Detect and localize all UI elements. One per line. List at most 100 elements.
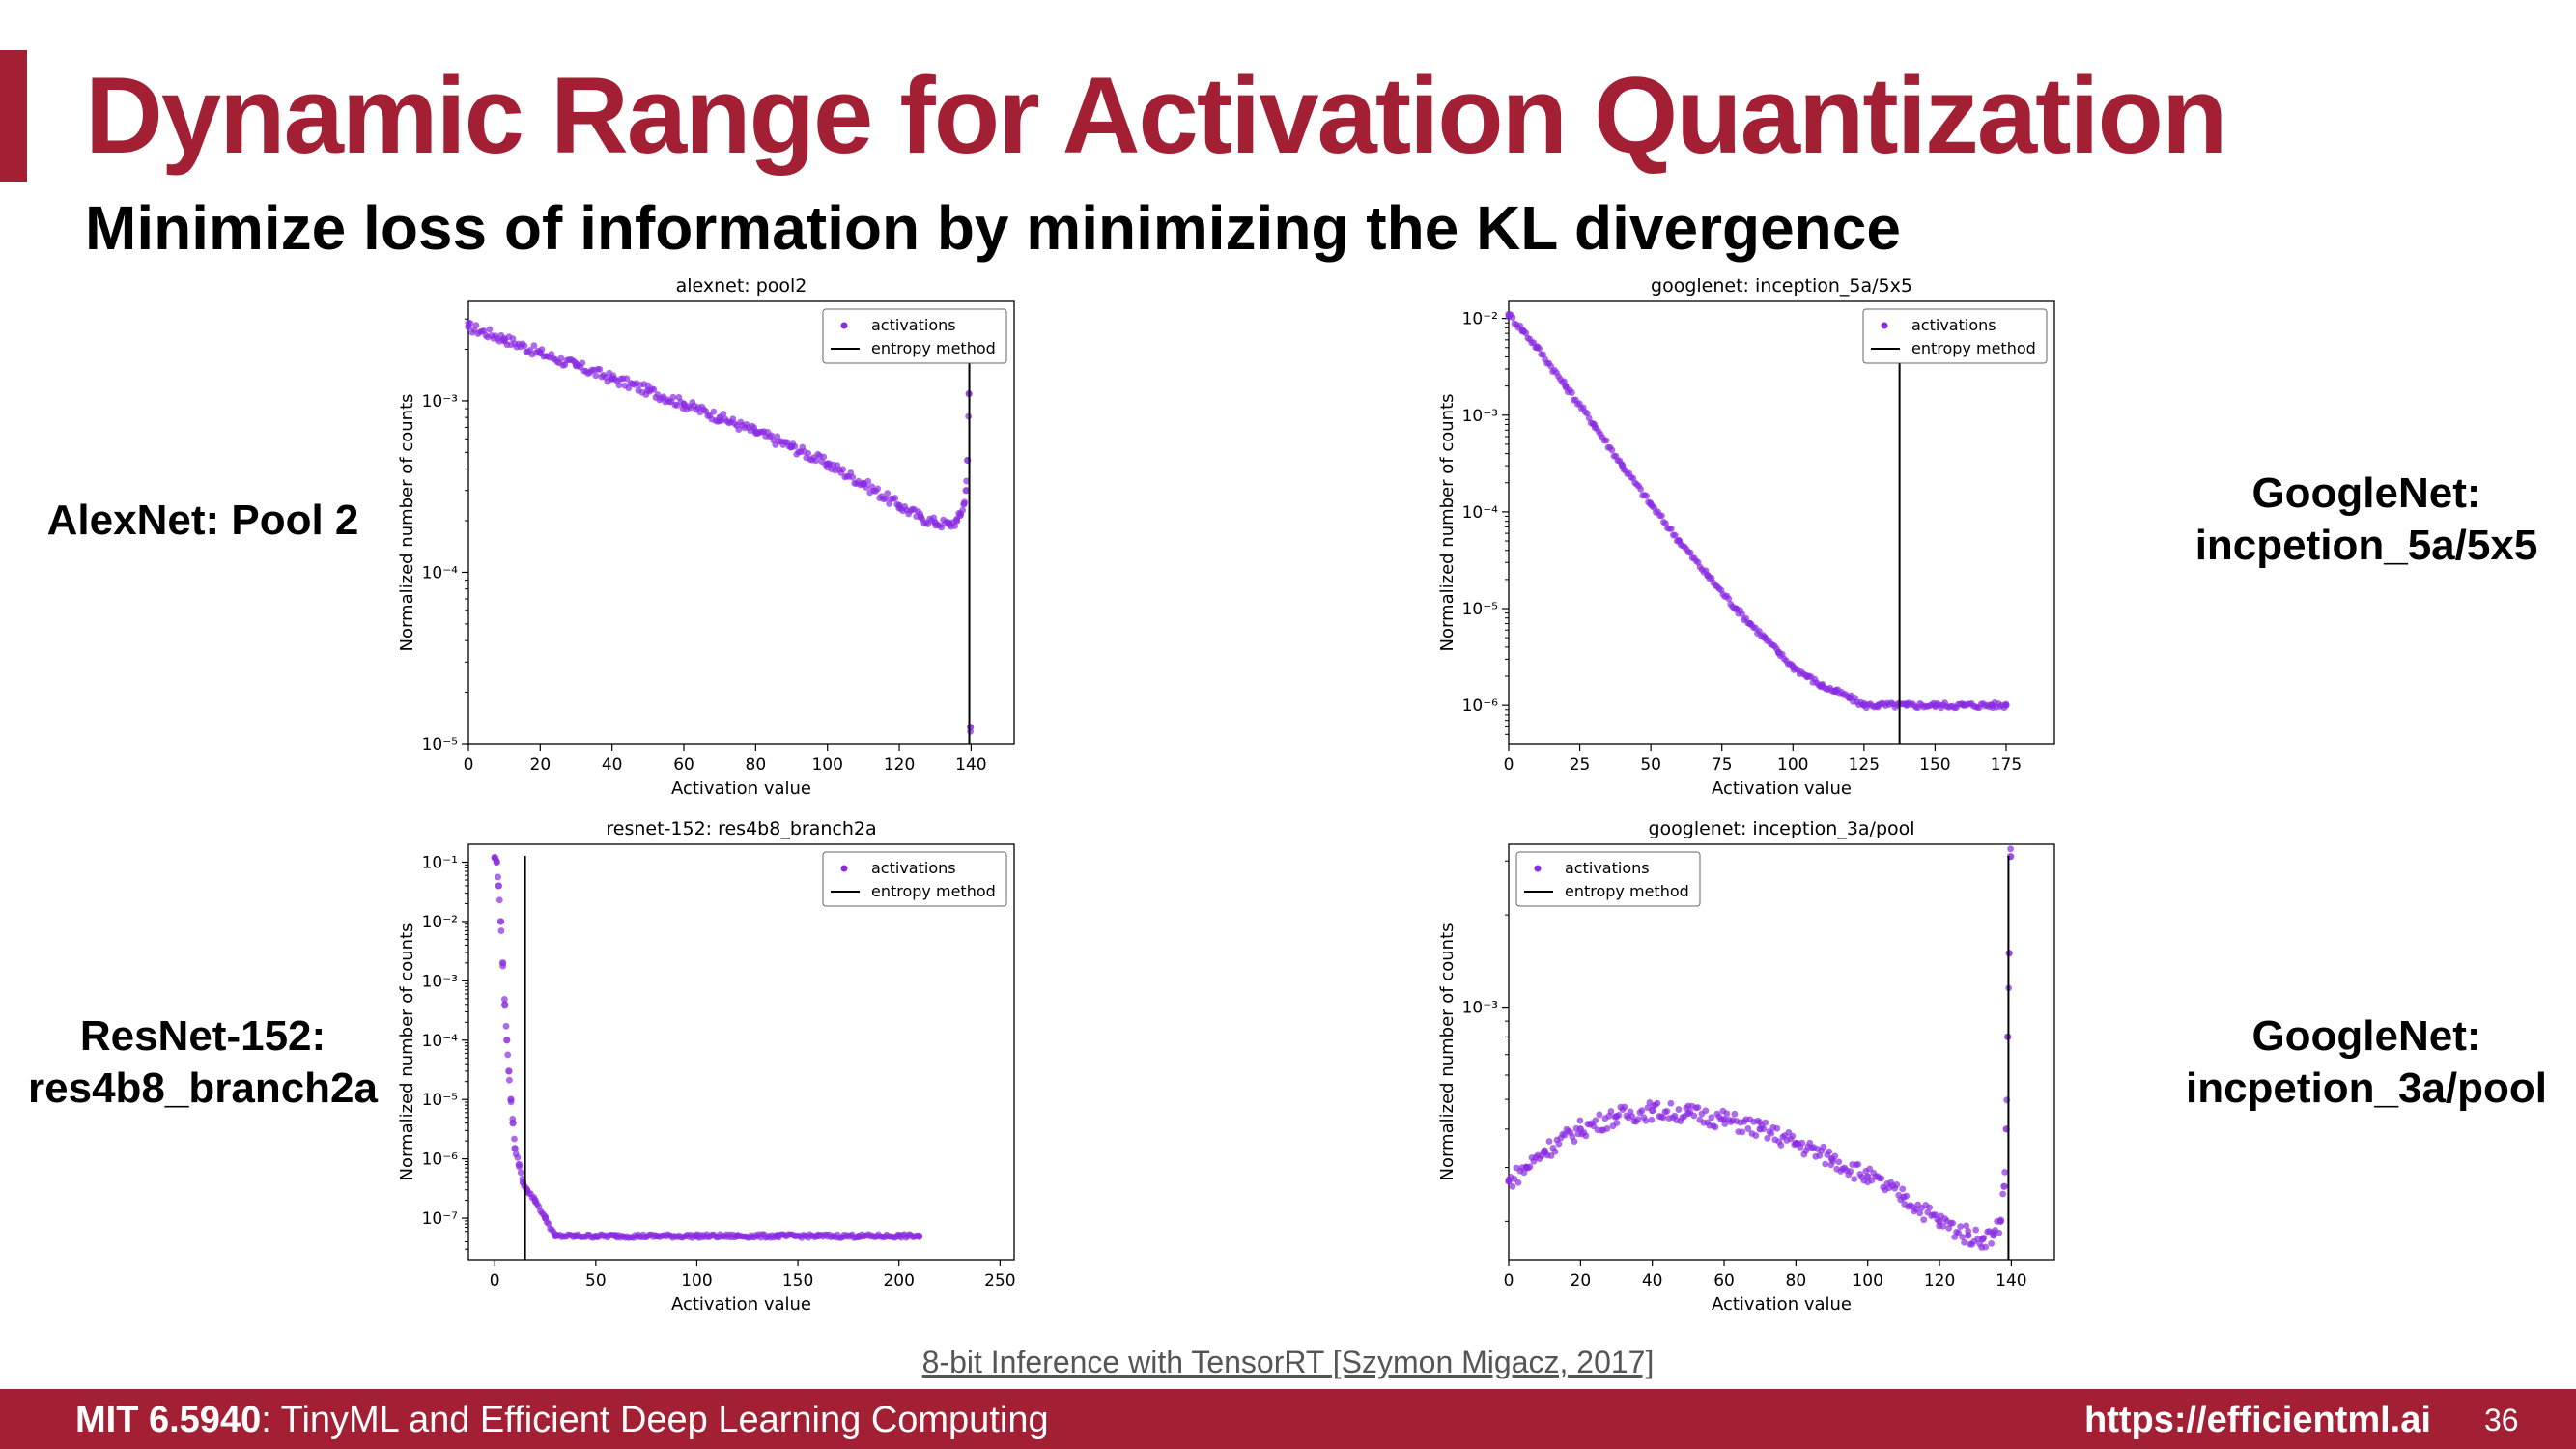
activations-series bbox=[1505, 310, 2010, 712]
x-tick-label: 250 bbox=[984, 1271, 1015, 1291]
activation-point bbox=[501, 1001, 509, 1009]
activation-point bbox=[498, 959, 507, 967]
activation-point bbox=[2007, 845, 2015, 853]
plot-frame bbox=[467, 843, 1015, 1261]
activation-point bbox=[1979, 1236, 1987, 1243]
citation-link[interactable]: 8-bit Inference with TensorRT [Szymon Mi… bbox=[921, 1345, 1655, 1379]
activation-point bbox=[1732, 605, 1741, 612]
legend-entropy-label: entropy method bbox=[871, 882, 996, 900]
activation-point bbox=[1798, 1139, 1806, 1147]
activation-point bbox=[959, 506, 967, 514]
activation-point bbox=[1723, 1110, 1731, 1118]
chart-alexnet-pool2: alexnet: pool2 10⁻⁵ 10⁻⁴ 10⁻³ 0 20 40 60 80 100 12… bbox=[386, 270, 1101, 811]
chart-title: alexnet: pool2 bbox=[676, 275, 807, 297]
activation-point bbox=[596, 366, 604, 373]
activation-point bbox=[1712, 1123, 1719, 1131]
activation-point bbox=[1982, 1243, 1990, 1251]
activation-point bbox=[1667, 1099, 1675, 1107]
x-tick-label: 120 bbox=[884, 755, 915, 775]
activation-point bbox=[1827, 1155, 1836, 1163]
activation-point bbox=[515, 1160, 523, 1169]
activation-point bbox=[895, 501, 903, 509]
activation-point bbox=[669, 393, 677, 401]
activation-point bbox=[1963, 1222, 1970, 1230]
y-tick-label: 10⁻⁵ bbox=[422, 1091, 458, 1110]
activation-point bbox=[960, 500, 968, 508]
footer-url-link[interactable]: https://efficientml.ai bbox=[2084, 1400, 2431, 1440]
activation-point bbox=[1694, 1104, 1702, 1111]
y-tick-label: 10⁻³ bbox=[422, 392, 458, 412]
activation-point bbox=[579, 359, 586, 367]
activation-point bbox=[1916, 1209, 1924, 1217]
activation-point bbox=[710, 408, 718, 415]
activation-point bbox=[1936, 1217, 1943, 1225]
activation-point bbox=[517, 1169, 524, 1177]
x-tick-label: 80 bbox=[746, 755, 767, 775]
activation-point bbox=[1739, 1128, 1746, 1136]
activation-point bbox=[1505, 310, 1513, 319]
legend-activations-label: activations bbox=[871, 316, 956, 334]
y-tick-label: 10⁻⁴ bbox=[1462, 503, 1499, 523]
activation-point bbox=[1949, 1219, 1957, 1227]
activation-point bbox=[1761, 634, 1769, 641]
activation-point bbox=[1667, 526, 1675, 532]
activation-point bbox=[1957, 1223, 1965, 1230]
x-tick-label: 100 bbox=[1852, 1271, 1882, 1291]
activation-point bbox=[1520, 1169, 1528, 1177]
activation-point bbox=[1988, 1239, 1996, 1247]
activation-point bbox=[774, 1232, 781, 1240]
side-label-line: GoogleNet: bbox=[2251, 1012, 2481, 1060]
activation-point bbox=[1638, 1107, 1646, 1115]
activation-point bbox=[1965, 1232, 1972, 1239]
activation-point bbox=[1756, 1125, 1764, 1133]
activation-point bbox=[916, 1232, 923, 1240]
activation-point bbox=[1988, 701, 1996, 709]
x-tick-label: 25 bbox=[1570, 755, 1591, 775]
activation-point bbox=[1582, 1132, 1590, 1140]
activation-point bbox=[1602, 437, 1610, 444]
activations-series bbox=[491, 854, 923, 1241]
activation-point bbox=[572, 362, 580, 370]
legend: activations entropy method bbox=[822, 851, 1007, 907]
chart-title: resnet-152: res4b8_branch2a bbox=[606, 818, 876, 839]
legend: activations entropy method bbox=[822, 308, 1007, 364]
activation-point bbox=[1571, 1138, 1578, 1146]
slide-title: Dynamic Range for Activation Quantizatio… bbox=[85, 55, 2227, 176]
activation-point bbox=[855, 1232, 863, 1240]
activation-point bbox=[465, 323, 472, 330]
activation-point bbox=[693, 1232, 701, 1240]
activation-point bbox=[1939, 1222, 1947, 1230]
activation-point bbox=[1637, 485, 1645, 493]
activation-point bbox=[951, 523, 959, 529]
page-number: 36 bbox=[2484, 1403, 2519, 1437]
legend-activations-label: activations bbox=[1565, 859, 1650, 877]
activation-point bbox=[812, 457, 820, 465]
activation-point bbox=[1720, 1116, 1728, 1123]
activation-point bbox=[716, 413, 723, 421]
y-axis-label: Normalized number of counts bbox=[397, 393, 417, 651]
x-tick-label: 200 bbox=[883, 1271, 914, 1291]
label-googlenet-5a: GoogleNet: incpetion_5a/5x5 bbox=[2173, 468, 2560, 572]
activation-point bbox=[497, 927, 505, 934]
legend-activations-marker bbox=[1881, 322, 1888, 329]
activation-point bbox=[1961, 1238, 1968, 1246]
activation-point bbox=[946, 521, 953, 528]
activation-point bbox=[1960, 701, 1967, 709]
activation-point bbox=[612, 1232, 620, 1240]
legend-box bbox=[822, 851, 1007, 907]
legend: activations entropy method bbox=[1515, 851, 1701, 907]
legend-activations-label: activations bbox=[1911, 316, 1996, 334]
activation-point bbox=[956, 511, 964, 520]
activation-point bbox=[1846, 694, 1854, 701]
activation-point bbox=[1959, 1234, 1967, 1240]
x-tick-label: 20 bbox=[530, 755, 552, 775]
activation-point bbox=[1777, 1142, 1785, 1149]
activation-point bbox=[1903, 701, 1911, 709]
activation-point bbox=[1562, 383, 1570, 390]
y-tick-label: 10⁻⁶ bbox=[1462, 696, 1499, 716]
activation-point bbox=[1568, 389, 1575, 396]
activation-point bbox=[1972, 1226, 1980, 1234]
activation-point bbox=[1533, 344, 1542, 352]
x-tick-label: 50 bbox=[585, 1271, 607, 1291]
x-tick-label: 100 bbox=[811, 755, 842, 775]
